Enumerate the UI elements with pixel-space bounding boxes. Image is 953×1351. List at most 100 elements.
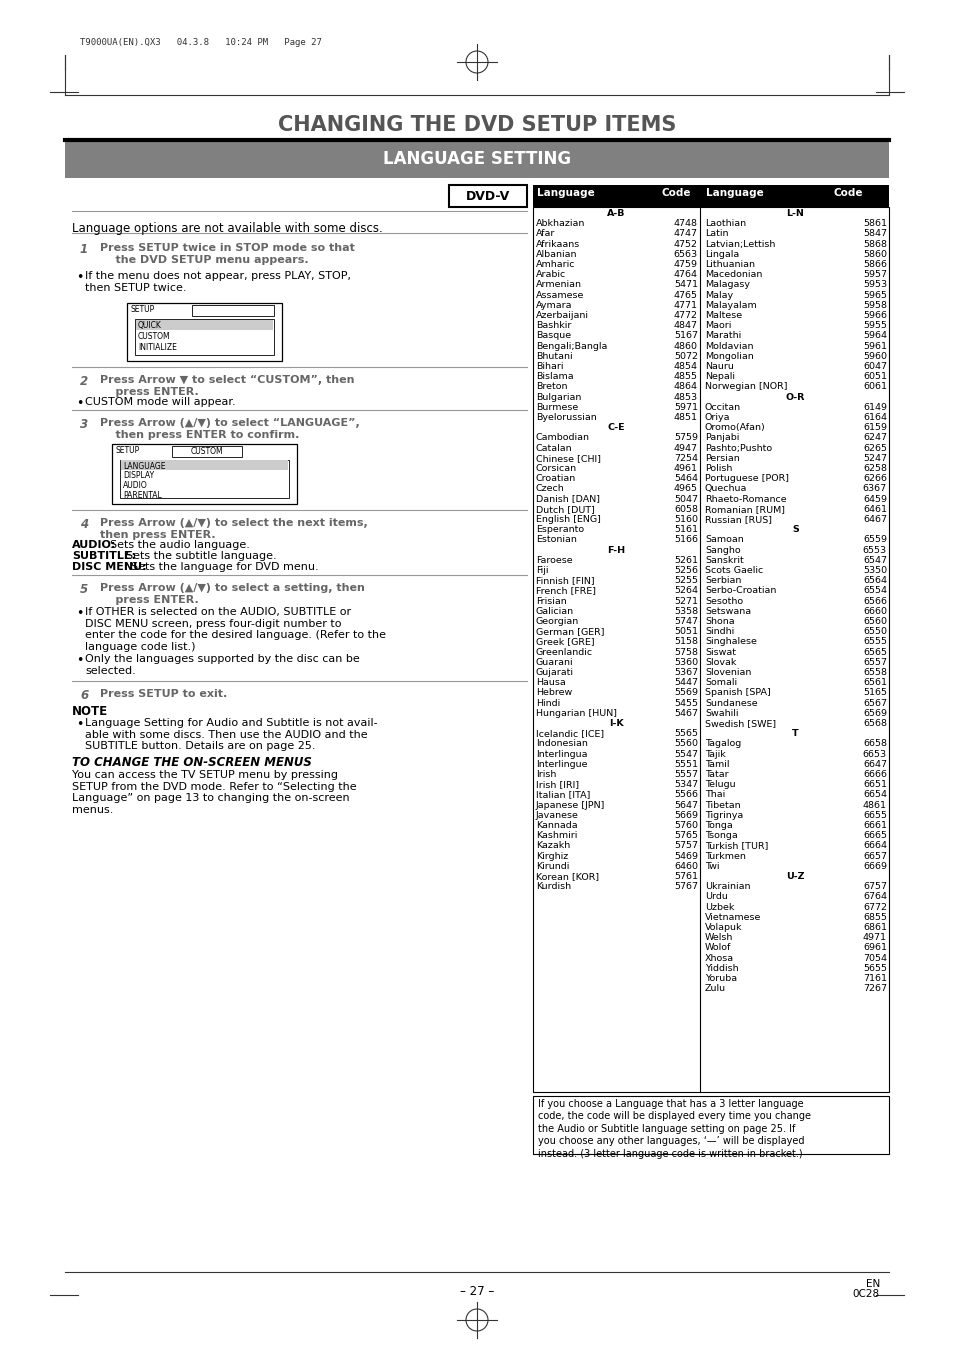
Text: AUDIO:: AUDIO:	[71, 540, 116, 550]
Text: Frisian: Frisian	[536, 597, 566, 605]
Text: Tatar: Tatar	[704, 770, 728, 780]
Text: Samoan: Samoan	[704, 535, 743, 544]
Text: 4752: 4752	[673, 239, 698, 249]
Text: Marathi: Marathi	[704, 331, 740, 340]
Text: Burmese: Burmese	[536, 403, 578, 412]
Text: Afar: Afar	[536, 230, 555, 238]
Text: Fiji: Fiji	[536, 566, 548, 576]
Text: 5467: 5467	[673, 709, 698, 717]
Text: Esperanto: Esperanto	[536, 526, 583, 534]
Text: Interlingua: Interlingua	[536, 750, 587, 759]
Text: 6557: 6557	[862, 658, 886, 667]
Text: Sets the audio language.: Sets the audio language.	[103, 540, 250, 550]
Text: 6061: 6061	[862, 382, 886, 392]
Text: French [FRE]: French [FRE]	[536, 586, 596, 596]
Text: 5960: 5960	[862, 351, 886, 361]
Text: 5861: 5861	[862, 219, 886, 228]
Text: Persian: Persian	[704, 454, 739, 463]
Text: 6547: 6547	[862, 555, 886, 565]
Text: 6: 6	[80, 689, 88, 703]
Text: 5547: 5547	[673, 750, 698, 759]
Text: 6467: 6467	[862, 515, 886, 524]
Text: 5957: 5957	[862, 270, 886, 280]
Text: NOTE: NOTE	[71, 705, 108, 717]
Text: 6559: 6559	[862, 535, 886, 544]
Text: Code: Code	[661, 188, 691, 199]
Text: 5747: 5747	[673, 617, 698, 626]
Text: Latin: Latin	[704, 230, 728, 238]
Text: Oromo(Afan): Oromo(Afan)	[704, 423, 765, 432]
FancyBboxPatch shape	[121, 459, 288, 470]
Text: Finnish [FIN]: Finnish [FIN]	[536, 576, 594, 585]
Text: Kannada: Kannada	[536, 821, 577, 830]
Text: PARENTAL: PARENTAL	[123, 490, 162, 500]
FancyBboxPatch shape	[135, 319, 274, 355]
Text: Nauru: Nauru	[704, 362, 733, 372]
Text: 5455: 5455	[673, 698, 698, 708]
Text: 5964: 5964	[862, 331, 886, 340]
Text: 5360: 5360	[673, 658, 698, 667]
Text: Bashkir: Bashkir	[536, 322, 571, 330]
Text: 5767: 5767	[673, 882, 698, 892]
Text: 7161: 7161	[862, 974, 886, 984]
Text: Code: Code	[833, 188, 862, 199]
Text: Czech: Czech	[536, 485, 564, 493]
Text: 4965: 4965	[673, 485, 698, 493]
Text: SETUP: SETUP	[116, 446, 140, 455]
Text: INITIALIZE: INITIALIZE	[138, 343, 176, 353]
Text: 5955: 5955	[862, 322, 886, 330]
Text: 5560: 5560	[673, 739, 698, 748]
FancyBboxPatch shape	[449, 185, 526, 207]
Text: 6265: 6265	[862, 443, 886, 453]
Text: Corsican: Corsican	[536, 463, 577, 473]
Text: 5847: 5847	[862, 230, 886, 238]
Text: Sindhi: Sindhi	[704, 627, 734, 636]
Text: QUICK: QUICK	[138, 322, 162, 330]
Text: Sesotho: Sesotho	[704, 597, 742, 605]
Text: Aymara: Aymara	[536, 301, 572, 309]
Text: 5866: 5866	[862, 259, 886, 269]
Text: 6159: 6159	[862, 423, 886, 432]
Text: You can access the TV SETUP menu by pressing
SETUP from the DVD mode. Refer to “: You can access the TV SETUP menu by pres…	[71, 770, 356, 815]
Text: 6367: 6367	[862, 485, 886, 493]
Text: 5669: 5669	[673, 811, 698, 820]
Text: Welsh: Welsh	[704, 934, 733, 942]
Text: Sanskrit: Sanskrit	[704, 555, 743, 565]
Text: I-K: I-K	[609, 719, 623, 728]
Text: Swedish [SWE]: Swedish [SWE]	[704, 719, 776, 728]
Text: 6558: 6558	[862, 667, 886, 677]
Text: F-H: F-H	[607, 546, 625, 555]
Text: 5047: 5047	[673, 494, 698, 504]
Text: Turkish [TUR]: Turkish [TUR]	[704, 842, 767, 850]
Text: 6651: 6651	[862, 780, 886, 789]
Text: Tsonga: Tsonga	[704, 831, 737, 840]
Text: Assamese: Assamese	[536, 290, 584, 300]
Text: Hungarian [HUN]: Hungarian [HUN]	[536, 709, 617, 717]
Text: 5464: 5464	[673, 474, 698, 484]
Text: •: •	[76, 654, 83, 667]
Text: 5953: 5953	[862, 281, 886, 289]
Text: Hausa: Hausa	[536, 678, 565, 688]
Text: 6563: 6563	[673, 250, 698, 259]
Text: 4861: 4861	[862, 801, 886, 809]
Text: 6460: 6460	[673, 862, 698, 871]
Text: 4772: 4772	[673, 311, 698, 320]
Text: Tibetan: Tibetan	[704, 801, 740, 809]
Text: 0C28: 0C28	[852, 1289, 879, 1300]
Text: 4855: 4855	[673, 372, 698, 381]
Text: Serbian: Serbian	[704, 576, 740, 585]
Text: EN: EN	[864, 1279, 879, 1289]
Text: 4961: 4961	[673, 463, 698, 473]
Text: •: •	[76, 717, 83, 731]
Text: 5072: 5072	[673, 351, 698, 361]
Text: 6550: 6550	[862, 627, 886, 636]
Text: Only the languages supported by the disc can be
selected.: Only the languages supported by the disc…	[85, 654, 359, 676]
Text: 6664: 6664	[862, 842, 886, 850]
Text: Press SETUP twice in STOP mode so that
    the DVD SETUP menu appears.: Press SETUP twice in STOP mode so that t…	[100, 243, 355, 265]
Text: Sundanese: Sundanese	[704, 698, 757, 708]
Text: 6554: 6554	[862, 586, 886, 596]
Text: Language: Language	[705, 188, 763, 199]
Text: Wolof: Wolof	[704, 943, 731, 952]
Text: Bengali;Bangla: Bengali;Bangla	[536, 342, 607, 351]
Text: 4764: 4764	[673, 270, 698, 280]
